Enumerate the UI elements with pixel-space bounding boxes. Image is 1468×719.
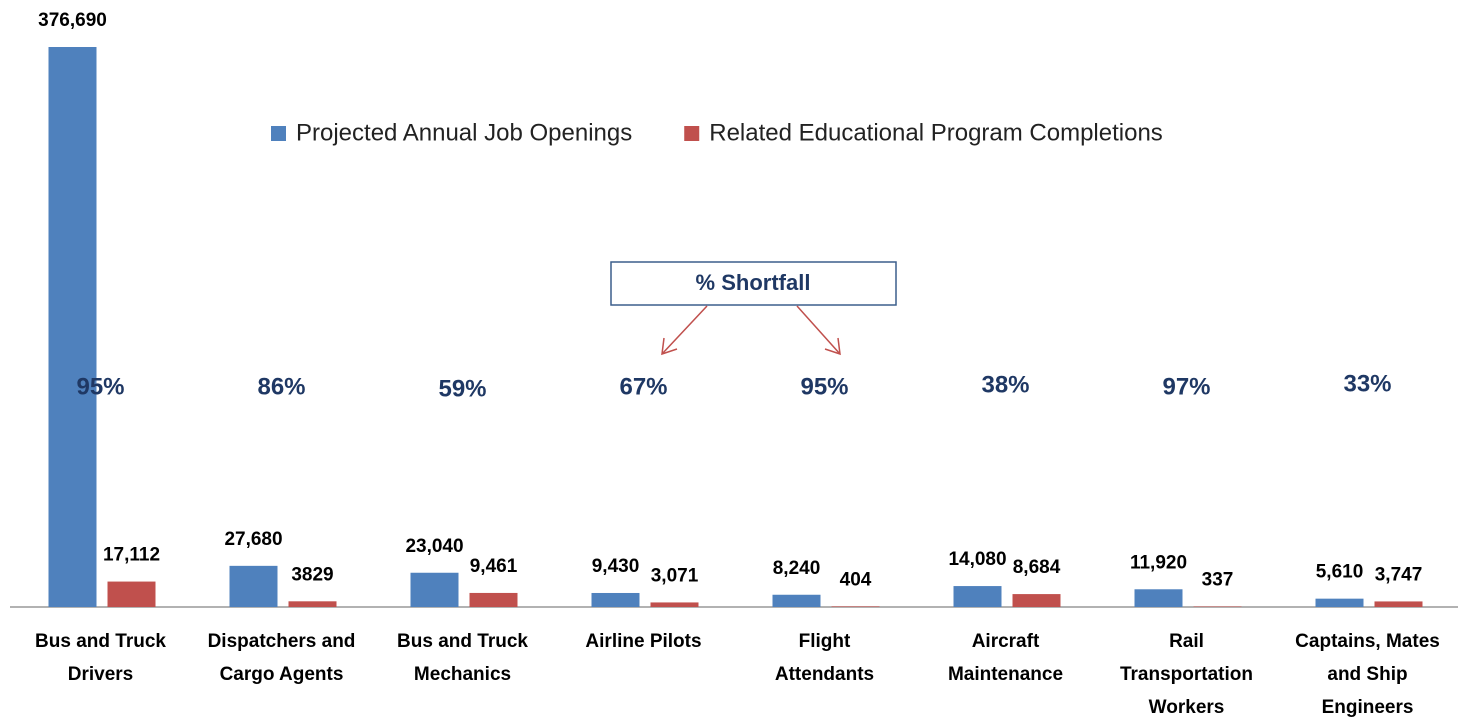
shortfall-label: 95% [76,373,124,400]
bar [772,594,821,607]
bar [1374,601,1423,607]
value-label: 23,040 [405,536,463,557]
value-label: 8,684 [1013,557,1061,578]
x-tick-label: Flight [799,631,851,652]
bar [107,581,156,607]
x-tick-label: Mechanics [414,664,511,685]
x-tick-label: Attendants [775,664,874,685]
x-tick-label: Workers [1149,697,1225,718]
shortfall-label: 86% [257,373,305,400]
bar [831,606,880,607]
bar [650,602,699,607]
x-tick-label: Engineers [1322,697,1414,718]
value-label: 8,240 [773,558,821,579]
x-tick-label: Airline Pilots [585,631,701,652]
bar [1193,606,1242,607]
shortfall-label: 95% [800,373,848,400]
shortfall-label: 67% [619,373,667,400]
bar [1315,598,1364,607]
x-tick-label: Rail [1169,631,1204,652]
legend-label: Related Educational Program Completions [709,119,1163,146]
x-tick-label: Maintenance [948,664,1063,685]
value-label: 3829 [291,564,333,585]
bar [229,565,278,607]
value-label: 9,430 [592,556,640,577]
value-label: 5,610 [1316,562,1364,583]
bar [591,592,640,607]
value-label: 17,112 [103,545,160,566]
bar [469,592,518,607]
bar [1012,594,1061,607]
x-tick-label: Aircraft [972,631,1040,652]
annotation-text: % Shortfall [696,270,811,295]
bar [953,586,1002,607]
legend-label: Projected Annual Job Openings [296,119,632,146]
x-tick-label: Bus and Truck [397,631,528,652]
value-label: 337 [1202,570,1234,591]
x-tick-label: Drivers [68,664,134,685]
annotation-arrows [661,305,841,356]
x-tick-label: Cargo Agents [220,664,344,685]
x-tick-label: Bus and Truck [35,631,166,652]
bar [288,601,337,607]
value-label: 404 [840,569,872,590]
x-tick-label: Transportation [1120,664,1253,685]
bar [410,572,459,607]
legend-swatch [271,126,286,141]
shortfall-label: 33% [1343,370,1391,397]
annotation-box [610,261,897,306]
shortfall-label: 38% [981,371,1029,398]
value-label: 11,920 [1130,552,1187,573]
value-label: 376,690 [38,10,107,31]
bar [1134,589,1183,607]
x-tick-label: and Ship [1327,664,1407,685]
value-label: 9,461 [470,556,518,577]
x-tick-label: Captains, Mates [1295,631,1440,652]
x-tick-label: Dispatchers and [208,631,356,652]
legend-swatch [684,126,700,141]
shortfall-label: 97% [1162,373,1210,400]
value-label: 14,080 [948,549,1006,570]
value-label: 3,747 [1375,564,1423,585]
value-label: 27,680 [224,529,282,550]
bar [48,47,97,607]
value-label: 3,071 [651,565,699,586]
shortfall-label: 59% [438,375,486,402]
